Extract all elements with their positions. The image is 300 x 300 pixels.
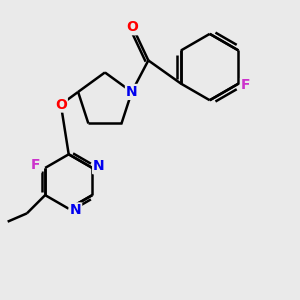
Text: O: O (55, 98, 67, 112)
Text: O: O (126, 20, 138, 34)
Text: N: N (70, 203, 81, 218)
Text: F: F (31, 158, 40, 172)
Text: N: N (126, 85, 138, 99)
Text: F: F (241, 78, 250, 92)
Text: N: N (93, 159, 105, 173)
